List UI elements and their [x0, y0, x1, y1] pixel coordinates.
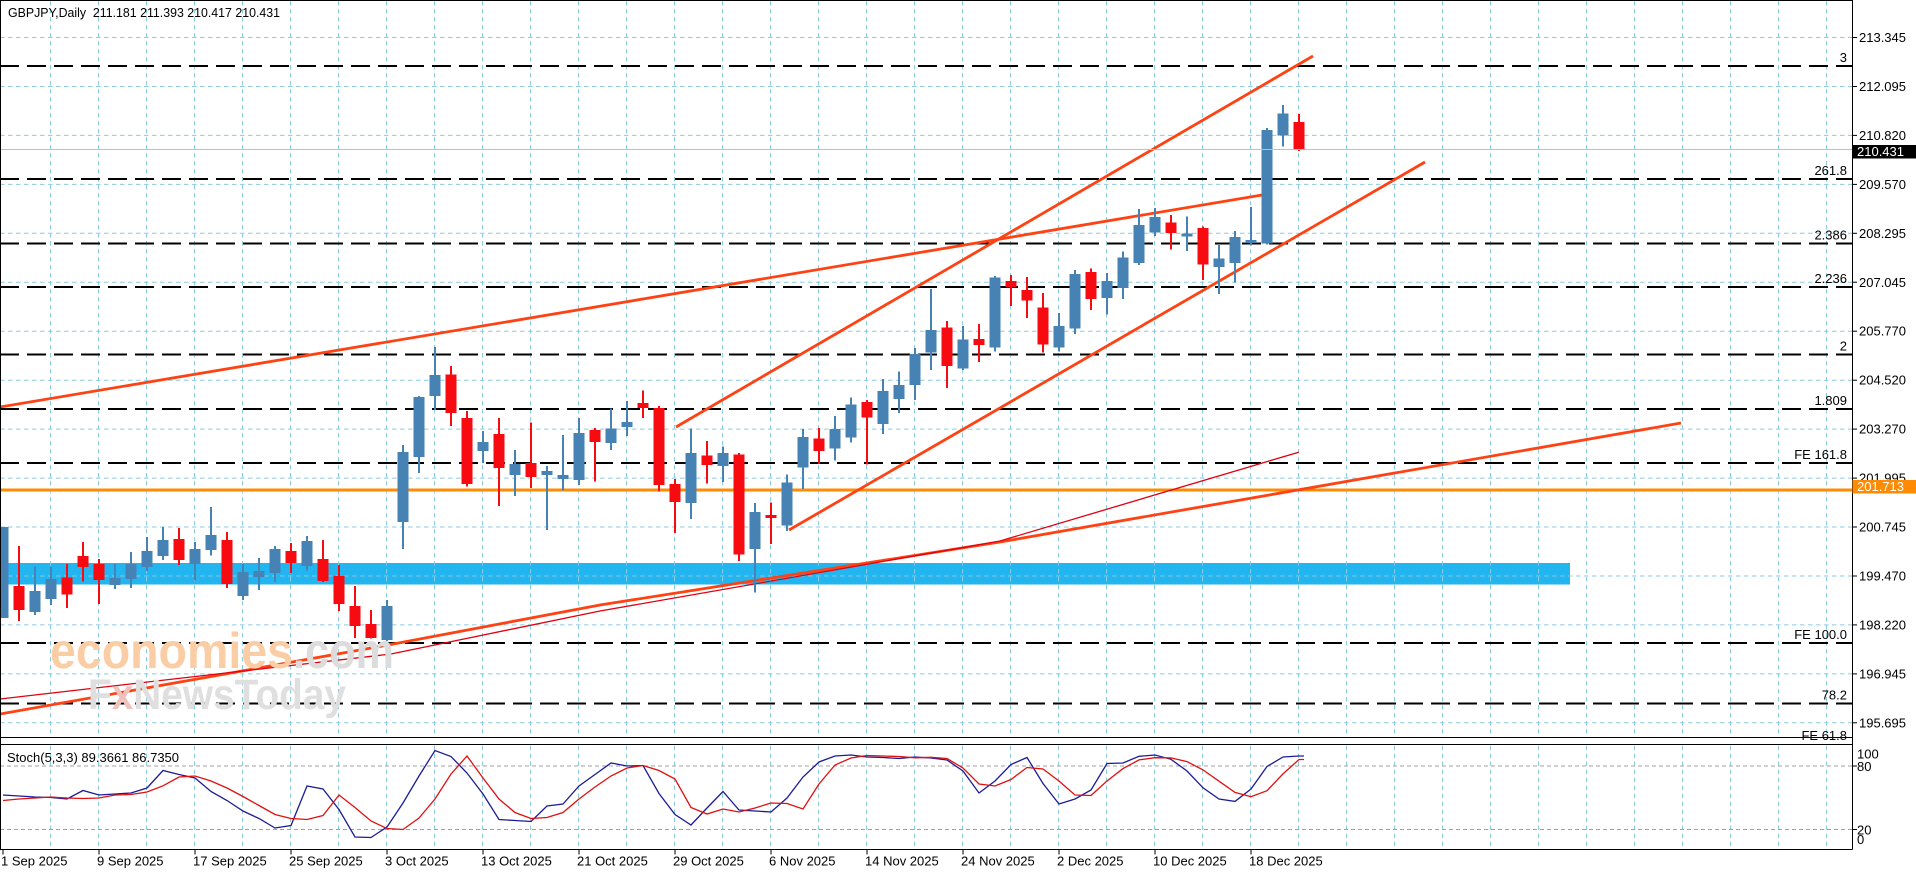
svg-text:210.820: 210.820 — [1859, 128, 1906, 143]
svg-text:FxNewsToday: FxNewsToday — [88, 671, 346, 719]
svg-text:205.770: 205.770 — [1859, 324, 1906, 339]
svg-text:209.570: 209.570 — [1859, 177, 1906, 192]
svg-text:10 Dec 2025: 10 Dec 2025 — [1153, 854, 1227, 869]
svg-text:25 Sep 2025: 25 Sep 2025 — [289, 854, 363, 869]
svg-text:FE 61.8: FE 61.8 — [1801, 728, 1847, 743]
svg-text:24 Nov 2025: 24 Nov 2025 — [961, 854, 1035, 869]
svg-text:3 Oct 2025: 3 Oct 2025 — [385, 854, 449, 869]
svg-text:14 Nov 2025: 14 Nov 2025 — [865, 854, 939, 869]
svg-text:199.470: 199.470 — [1859, 569, 1906, 584]
svg-text:80: 80 — [1857, 759, 1871, 774]
svg-text:208.295: 208.295 — [1859, 226, 1906, 241]
svg-text:17 Sep 2025: 17 Sep 2025 — [193, 854, 267, 869]
svg-text:1 Sep 2025: 1 Sep 2025 — [1, 854, 68, 869]
svg-text:200.745: 200.745 — [1859, 520, 1906, 535]
svg-text:207.045: 207.045 — [1859, 275, 1906, 290]
svg-text:201.713: 201.713 — [1857, 479, 1904, 494]
svg-text:GBPJPY,Daily 211.181 211.393: GBPJPY,Daily 211.181 211.393 210.417 210… — [8, 5, 280, 20]
svg-text:FE 161.8: FE 161.8 — [1794, 447, 1847, 462]
svg-text:Stoch(5,3,3) 89.3661 86.7350: Stoch(5,3,3) 89.3661 86.7350 — [7, 750, 179, 765]
svg-text:0: 0 — [1857, 832, 1864, 847]
svg-text:100: 100 — [1857, 747, 1879, 762]
svg-text:20: 20 — [1857, 823, 1871, 838]
svg-text:195.695: 195.695 — [1859, 715, 1906, 730]
svg-text:261.8: 261.8 — [1814, 163, 1847, 178]
svg-text:210.431: 210.431 — [1857, 144, 1904, 159]
svg-text:203.270: 203.270 — [1859, 422, 1906, 437]
svg-text:FE 100.0: FE 100.0 — [1794, 627, 1847, 642]
svg-text:3: 3 — [1840, 50, 1847, 65]
svg-text:economies: economies — [50, 623, 293, 679]
svg-text:2: 2 — [1840, 339, 1847, 354]
svg-text:2.386: 2.386 — [1814, 228, 1847, 243]
svg-text:2 Dec 2025: 2 Dec 2025 — [1057, 854, 1124, 869]
svg-text:212.095: 212.095 — [1859, 79, 1906, 94]
svg-text:9 Sep 2025: 9 Sep 2025 — [97, 854, 164, 869]
svg-text:18 Dec 2025: 18 Dec 2025 — [1249, 854, 1323, 869]
svg-text:21 Oct 2025: 21 Oct 2025 — [577, 854, 648, 869]
svg-text:198.220: 198.220 — [1859, 617, 1906, 632]
svg-text:6 Nov 2025: 6 Nov 2025 — [769, 854, 836, 869]
svg-text:2.236: 2.236 — [1814, 271, 1847, 286]
svg-text:13 Oct 2025: 13 Oct 2025 — [481, 854, 552, 869]
svg-text:29 Oct 2025: 29 Oct 2025 — [673, 854, 744, 869]
svg-text:.com: .com — [293, 623, 394, 679]
svg-text:204.520: 204.520 — [1859, 373, 1906, 388]
svg-text:196.945: 196.945 — [1859, 666, 1906, 681]
svg-text:213.345: 213.345 — [1859, 30, 1906, 45]
svg-text:78.2: 78.2 — [1822, 688, 1847, 703]
svg-text:1.809: 1.809 — [1814, 393, 1847, 408]
